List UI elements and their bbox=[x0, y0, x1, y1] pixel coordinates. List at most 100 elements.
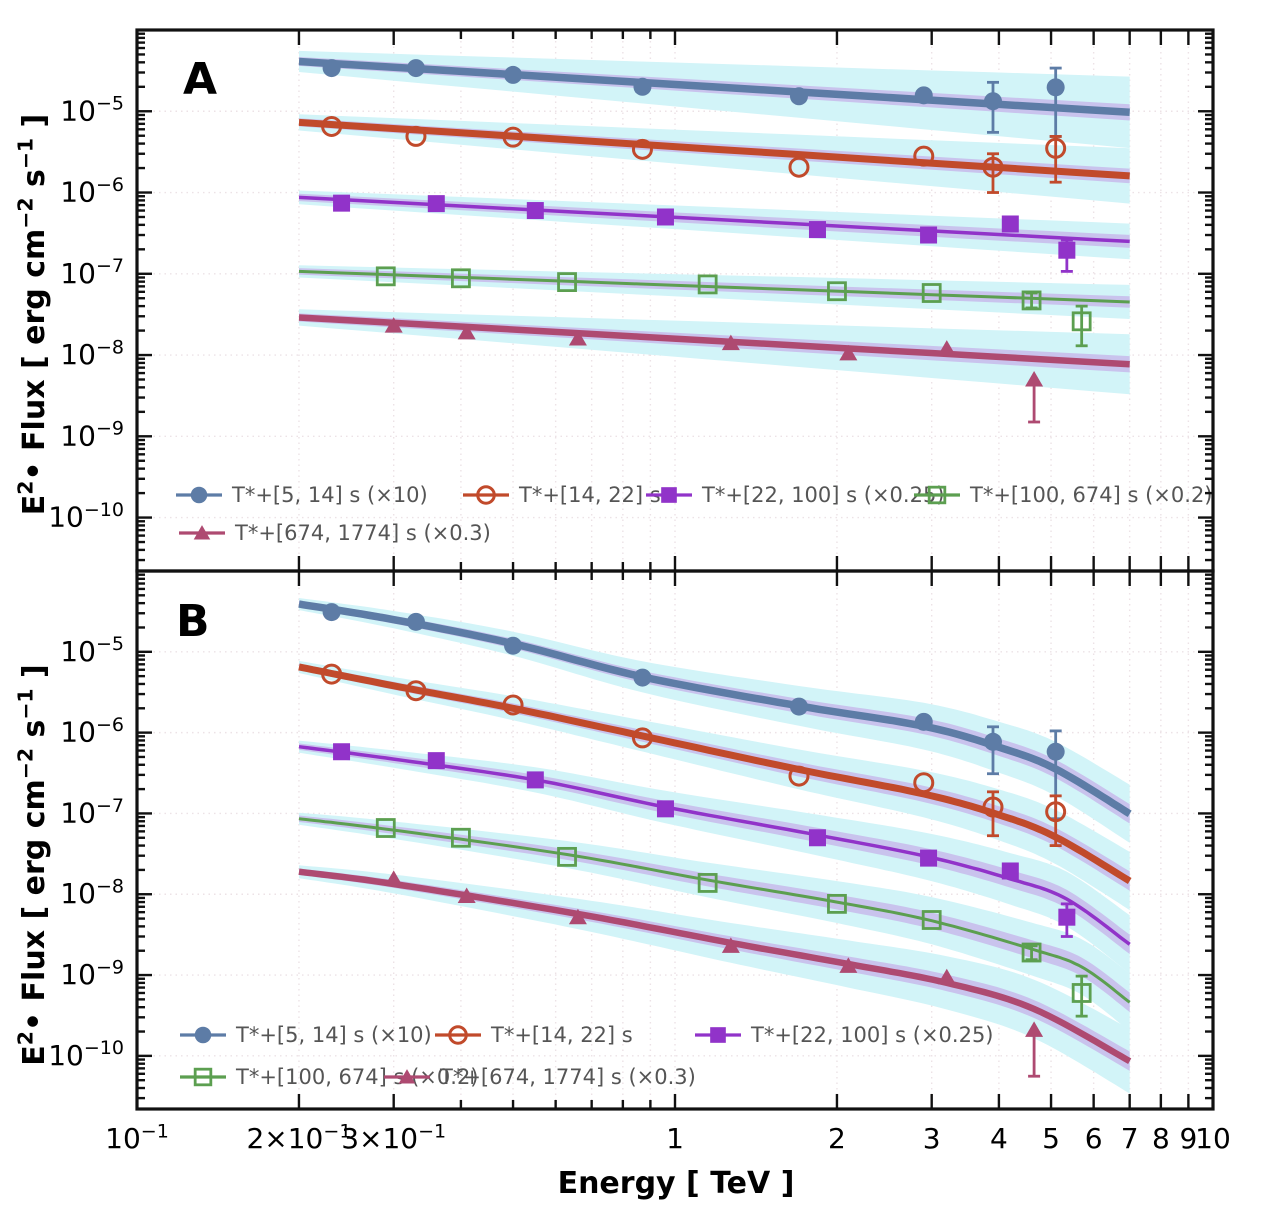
x-tick-label: 10 bbox=[1195, 1122, 1231, 1155]
legend-label: T*+[14, 22] s bbox=[490, 1023, 633, 1047]
data-point-marker bbox=[322, 603, 341, 622]
x-tick-label: 6 bbox=[1085, 1122, 1103, 1155]
data-point-marker bbox=[405, 125, 427, 147]
data-point-marker bbox=[1025, 371, 1044, 387]
uncertainty-band-outer bbox=[299, 598, 1130, 843]
data-point-marker bbox=[827, 281, 847, 302]
legend-item: T*+[100, 674] s (×0.2) bbox=[180, 1065, 479, 1089]
panel-plot-area bbox=[137, 30, 1213, 571]
data-point-marker bbox=[1001, 862, 1019, 880]
data-point-marker bbox=[721, 334, 740, 351]
fit-line bbox=[298, 118, 1130, 180]
y-tick-label: 10−6 bbox=[60, 714, 124, 749]
data-point-marker bbox=[193, 525, 211, 540]
y-tick-label: 10−5 bbox=[60, 633, 124, 668]
data-point-marker bbox=[983, 732, 1002, 751]
data-point-marker bbox=[789, 87, 808, 106]
panel-B: T*+[5, 14] s (×10) T*+[14, 22] s T*+[22, 1… bbox=[14, 569, 1215, 1111]
data-point-marker bbox=[982, 156, 1004, 178]
data-point-marker bbox=[375, 266, 396, 287]
y-axis-title: E2• Flux [ erg cm−2 s−1 ] bbox=[14, 114, 52, 516]
fit-line bbox=[298, 269, 1130, 304]
data-point-marker bbox=[1045, 801, 1067, 823]
data-point-marker bbox=[322, 59, 341, 78]
x-tick-labels: 10−1 2×10−13×10−1 1 2 3 4 5 6 7 8 910 bbox=[105, 1120, 1231, 1155]
data-point-marker bbox=[502, 694, 524, 716]
y-tick-label: 10−7 bbox=[60, 255, 124, 290]
data-point-marker bbox=[921, 910, 942, 930]
data-point-marker bbox=[1058, 908, 1076, 926]
series-points bbox=[333, 743, 1076, 938]
fit-line bbox=[298, 314, 1130, 368]
data-point-marker bbox=[1025, 1021, 1044, 1037]
data-point-marker bbox=[920, 226, 938, 244]
data-point-marker bbox=[920, 849, 938, 867]
legend-item: T*+[100, 674] s (×0.2) bbox=[914, 483, 1213, 507]
y-tick-label: 10−6 bbox=[60, 174, 124, 209]
legend-item: T*+[14, 22] s bbox=[435, 1023, 633, 1047]
data-point-marker bbox=[451, 268, 471, 289]
panel-a-label: A bbox=[183, 54, 219, 105]
data-point-marker bbox=[927, 485, 947, 505]
y-tick-label: 10−8 bbox=[60, 336, 124, 371]
legend-item: T*+[14, 22] s bbox=[463, 483, 661, 507]
data-point-marker bbox=[375, 818, 396, 838]
series-points bbox=[384, 317, 1044, 424]
fit-line bbox=[298, 817, 1131, 1004]
legend-label: T*+[5, 14] s (×10) bbox=[231, 483, 428, 507]
legend-item: T*+[5, 14] s (×10) bbox=[176, 483, 428, 507]
error-bar bbox=[986, 152, 999, 194]
series-points bbox=[322, 59, 1065, 138]
legend-label: T*+[5, 14] s (×10) bbox=[235, 1023, 432, 1047]
legend-label: T*+[14, 22] s bbox=[518, 483, 661, 507]
series-points bbox=[384, 870, 1044, 1078]
x-tick-label: 5 bbox=[1042, 1122, 1060, 1155]
data-point-marker bbox=[427, 752, 445, 770]
data-point-marker bbox=[1058, 241, 1076, 259]
series-points bbox=[321, 663, 1067, 847]
y-tick-label: 10−8 bbox=[60, 876, 124, 911]
data-point-marker bbox=[557, 272, 577, 293]
data-point-marker bbox=[1045, 137, 1067, 159]
data-point-marker bbox=[839, 957, 858, 973]
y-tick-label: 10−7 bbox=[60, 795, 124, 830]
data-point-marker bbox=[427, 195, 445, 213]
data-point-marker bbox=[983, 92, 1002, 111]
data-point-marker bbox=[384, 317, 403, 333]
error-bar bbox=[1028, 1029, 1041, 1078]
data-point-marker bbox=[914, 86, 933, 105]
data-point-marker bbox=[1071, 311, 1092, 332]
data-point-marker bbox=[448, 1025, 468, 1045]
fit-line bbox=[298, 195, 1130, 244]
legend-label: T*+[100, 674] s (×0.2) bbox=[969, 483, 1213, 507]
x-tick-label: 7 bbox=[1121, 1122, 1139, 1155]
data-point-marker bbox=[568, 329, 587, 346]
data-point-marker bbox=[633, 668, 652, 687]
data-point-marker bbox=[914, 712, 933, 731]
data-point-marker bbox=[476, 485, 496, 505]
panel-b-label: B bbox=[176, 596, 211, 647]
data-point-marker bbox=[839, 344, 858, 361]
y-tick-label: 10−10 bbox=[48, 1037, 124, 1072]
data-point-marker bbox=[504, 65, 523, 84]
data-point-marker bbox=[1046, 78, 1065, 97]
data-point-marker bbox=[405, 680, 427, 702]
data-point-marker bbox=[1021, 290, 1042, 311]
data-point-marker bbox=[526, 202, 544, 220]
data-point-marker bbox=[526, 771, 544, 789]
y-tick-label: 10−5 bbox=[60, 93, 124, 128]
data-point-marker bbox=[406, 612, 425, 631]
data-point-marker bbox=[568, 908, 587, 925]
panel-plot-area bbox=[137, 571, 1213, 1109]
series-points bbox=[321, 115, 1067, 194]
x-ticks bbox=[135, 30, 1215, 571]
data-point-marker bbox=[193, 1067, 213, 1087]
data-point-marker bbox=[321, 115, 343, 137]
x-tick-label: 1 bbox=[666, 1122, 684, 1155]
data-point-marker bbox=[982, 796, 1004, 818]
data-point-marker bbox=[1001, 215, 1019, 233]
data-point-marker bbox=[913, 772, 935, 794]
data-point-marker bbox=[384, 870, 403, 886]
